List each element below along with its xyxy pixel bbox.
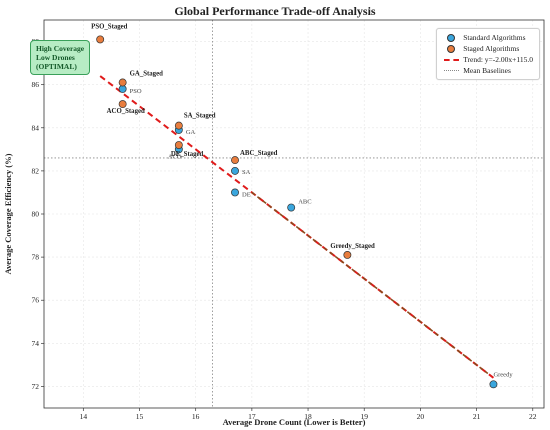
staged-point-label: ACO_Staged (107, 108, 145, 115)
legend-label-trend: Trend: y=-2.00x+115.0 (463, 55, 533, 64)
staged-point-label: SA_Staged (184, 113, 216, 120)
standard-point-label: ABC (298, 199, 311, 206)
legend-item-staged: Staged Algorithms (443, 43, 533, 54)
standard-point-label: SA (242, 169, 251, 176)
y-tick-label: 74 (32, 339, 40, 348)
staged-point (231, 156, 239, 165)
staged-point-label: DE_Staged (171, 151, 204, 158)
callout-line-2: Low Drones (36, 53, 75, 62)
standard-point-label: ACO (168, 153, 182, 160)
y-tick-label: 86 (32, 80, 40, 89)
x-tick-label: 21 (473, 412, 481, 421)
callout-line-1: High Coverage (36, 44, 85, 53)
legend-marker-baselines (443, 70, 459, 71)
x-tick-label: 19 (360, 412, 368, 421)
x-tick-label: 15 (136, 412, 144, 421)
x-tick-label: 16 (192, 412, 200, 421)
optimal-region-callout: High Coverage Low Drones (OPTIMAL) (30, 40, 91, 75)
y-tick-label: 78 (32, 253, 40, 262)
standard-point (287, 203, 296, 212)
y-tick-label: 76 (32, 296, 40, 305)
y-tick-label: 72 (32, 382, 40, 391)
y-tick-label: 80 (32, 210, 40, 219)
x-tick-label: 17 (248, 412, 256, 421)
legend-marker-trend (443, 58, 459, 61)
staged-point (96, 35, 105, 44)
staged-point (174, 141, 183, 149)
x-tick-label: 14 (80, 412, 88, 421)
chart-title: Global Performance Trade-off Analysis (174, 4, 376, 18)
x-tick-label: 20 (417, 412, 425, 421)
legend-marker-standard (447, 33, 456, 42)
standard-point-label: GA (186, 129, 196, 136)
x-tick-label: 18 (304, 412, 312, 421)
staged-point-label: GA_Staged (130, 71, 163, 78)
staged-point (118, 100, 127, 109)
standard-point (231, 166, 239, 175)
y-tick-label: 84 (32, 123, 40, 132)
trend-line (99, 75, 495, 379)
staged-point-label: PSO_Staged (91, 23, 127, 30)
standard-point (489, 380, 498, 389)
standard-point-label: PSO (130, 88, 142, 95)
legend-label-standard: Standard Algorithms (463, 33, 526, 42)
legend-marker-staged (447, 44, 456, 53)
legend-item-standard: Standard Algorithms (443, 32, 533, 43)
staged-point-label: ABC_Staged (240, 150, 278, 157)
chart-legend: Standard Algorithms Staged Algorithms Tr… (436, 28, 540, 80)
legend-label-staged: Staged Algorithms (463, 44, 520, 53)
standard-point (231, 188, 239, 197)
x-tick-label: 22 (529, 412, 537, 421)
callout-line-3: (OPTIMAL) (36, 62, 77, 71)
staged-point (118, 78, 127, 87)
y-tick-label: 82 (32, 166, 40, 175)
staged-point (343, 251, 352, 259)
x-axis-label: Average Drone Count (Lower is Better) (223, 417, 366, 427)
legend-item-baselines: Mean Baselines (443, 65, 533, 76)
y-axis-label: Average Coverage Efficiency (%) (3, 153, 13, 274)
trend-line-overlay (251, 191, 489, 375)
legend-item-trend: Trend: y=-2.00x+115.0 (443, 54, 533, 65)
staged-point (174, 121, 183, 130)
legend-label-baselines: Mean Baselines (463, 66, 511, 75)
standard-point-label: Greedy (493, 371, 513, 378)
standard-point-label: DE (242, 191, 251, 198)
staged-point-label: Greedy_Staged (330, 243, 375, 250)
